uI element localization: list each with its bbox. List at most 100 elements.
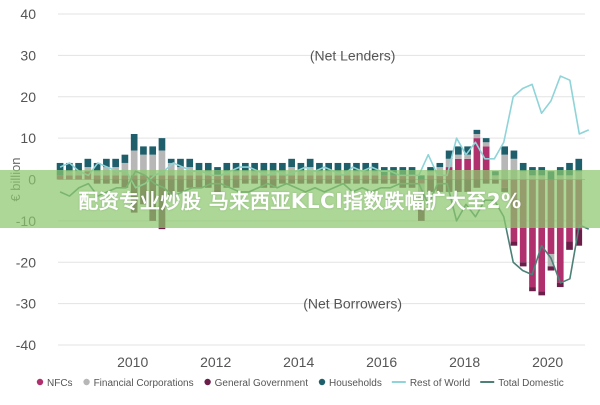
bar-households [371, 162, 379, 172]
bar-nfcs [538, 179, 546, 292]
y-tick-label: -40 [16, 337, 36, 353]
bar-households [66, 162, 73, 172]
y-tick-label: 20 [20, 89, 36, 105]
bar-households [232, 162, 240, 172]
x-tick-label: 2010 [117, 354, 148, 370]
bar-financial-corporations [501, 154, 509, 180]
legend-swatch [204, 378, 211, 386]
bar-households [519, 162, 527, 172]
y-tick-label: 10 [20, 130, 36, 146]
bar-households [93, 162, 101, 172]
chart-annotation: (Net Borrowers) [303, 296, 402, 312]
chart-annotation: (Net Lenders) [310, 47, 396, 63]
bar-households [260, 162, 268, 172]
bar-general-government [547, 266, 555, 271]
bar-households [279, 162, 286, 172]
bar-households [56, 162, 64, 176]
x-tick-label: 2016 [366, 354, 397, 370]
bar-households [130, 133, 138, 151]
bar-households [306, 158, 314, 168]
bar-general-government [510, 241, 518, 246]
bar-households [84, 158, 92, 168]
bar-nfcs [455, 158, 462, 180]
bar-households [186, 158, 194, 168]
bar-households [464, 146, 471, 155]
bar-households [297, 162, 305, 172]
bar-households [566, 162, 573, 176]
bar-households [112, 158, 119, 168]
legend-label: General Government [215, 378, 309, 389]
bar-households [501, 146, 509, 155]
bar-households [177, 158, 184, 168]
bar-general-government [556, 282, 564, 288]
bar-financial-corporations [121, 162, 129, 176]
legend-label: Total Domestic [498, 378, 564, 389]
bar-nfcs [473, 138, 481, 180]
bar-nfcs [482, 146, 490, 180]
legend-label: Financial Corporations [94, 378, 194, 389]
bar-households [269, 162, 277, 172]
bar-households [343, 162, 351, 172]
bar-general-government [575, 229, 583, 246]
legend-label: Rest of World [410, 378, 470, 389]
bar-households [149, 146, 157, 155]
bar-financial-corporations [140, 154, 147, 176]
legend-label: Households [329, 378, 382, 389]
bar-households [362, 162, 370, 172]
bar-households [121, 154, 129, 163]
y-tick-label: -30 [16, 296, 36, 312]
x-tick-label: 2018 [449, 354, 480, 370]
bar-households [445, 150, 453, 159]
y-tick-label: 30 [20, 47, 36, 63]
bar-nfcs [529, 179, 536, 288]
bar-financial-corporations [84, 167, 92, 172]
bar-nfcs [464, 158, 471, 180]
legend-swatch [83, 378, 90, 386]
bar-households [510, 150, 518, 159]
bar-households [288, 158, 295, 168]
bar-households [427, 167, 434, 172]
bar-households [482, 138, 490, 143]
bar-households [158, 138, 166, 151]
bar-households [223, 162, 231, 172]
bar-general-government [566, 241, 573, 250]
x-tick-label: 2020 [532, 354, 563, 370]
bar-general-government [519, 262, 527, 267]
x-tick-label: 2012 [200, 354, 231, 370]
bar-financial-corporations [510, 158, 518, 180]
bar-nfcs [556, 179, 564, 283]
legend-swatch [318, 378, 326, 386]
legend-swatch [36, 378, 44, 386]
bar-households [140, 146, 147, 155]
bar-financial-corporations [158, 150, 166, 176]
bar-financial-corporations [130, 150, 138, 176]
bar-households [325, 162, 333, 172]
bar-households [204, 162, 212, 172]
bar-financial-corporations [473, 133, 481, 139]
bar-households [334, 162, 342, 172]
y-tick-label: 40 [20, 6, 36, 22]
bar-general-government [529, 287, 536, 292]
bar-households [103, 158, 110, 168]
bar-households [316, 162, 323, 172]
bar-financial-corporations [455, 154, 462, 159]
bar-financial-corporations [464, 154, 471, 159]
bar-households [455, 146, 462, 155]
x-tick-label: 2014 [283, 354, 314, 370]
bar-households [353, 162, 360, 172]
bar-households [251, 162, 258, 172]
bar-financial-corporations [445, 158, 453, 168]
bar-households [167, 158, 175, 163]
bar-households [473, 129, 481, 134]
legend-label: NFCs [47, 378, 73, 389]
bar-financial-corporations [167, 162, 175, 176]
bar-households [75, 162, 82, 172]
y-tick-label: -20 [16, 254, 36, 270]
bar-financial-corporations [149, 154, 157, 176]
bar-households [575, 158, 583, 172]
bar-households [436, 162, 444, 168]
overlay-banner: 配资专业炒股 马来西亚KLCI指数跌幅扩大至2% [0, 170, 600, 228]
bar-financial-corporations [482, 142, 490, 147]
bar-general-government [538, 291, 546, 296]
bar-households [195, 162, 203, 172]
